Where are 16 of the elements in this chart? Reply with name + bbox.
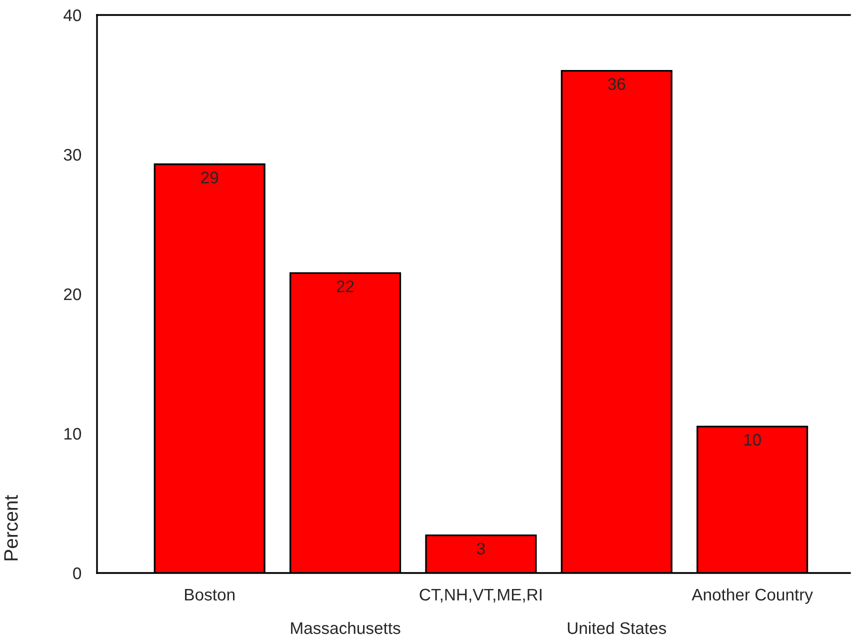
- y-tick-label: 10: [64, 428, 82, 440]
- data-label: 22: [336, 280, 354, 292]
- x-tick-label: CT,NH,VT,ME,RI: [420, 588, 542, 603]
- y-tick-label: 40: [64, 9, 82, 22]
- data-label: 29: [201, 172, 218, 184]
- x-tick-label: Massachusetts: [291, 622, 400, 634]
- y-tick-label: 20: [64, 288, 82, 300]
- x-tick-label: Another Country: [692, 588, 813, 604]
- data-label: 3: [476, 542, 485, 555]
- data-label: 10: [744, 434, 761, 446]
- data-label: 36: [608, 78, 626, 90]
- y-axis-title: Percent: [4, 494, 18, 560]
- x-tick-label: United States: [568, 622, 666, 634]
- x-tick-label: Boston: [185, 588, 234, 601]
- y-tick-label: 30: [64, 148, 82, 161]
- y-tick-label: 0: [73, 567, 82, 580]
